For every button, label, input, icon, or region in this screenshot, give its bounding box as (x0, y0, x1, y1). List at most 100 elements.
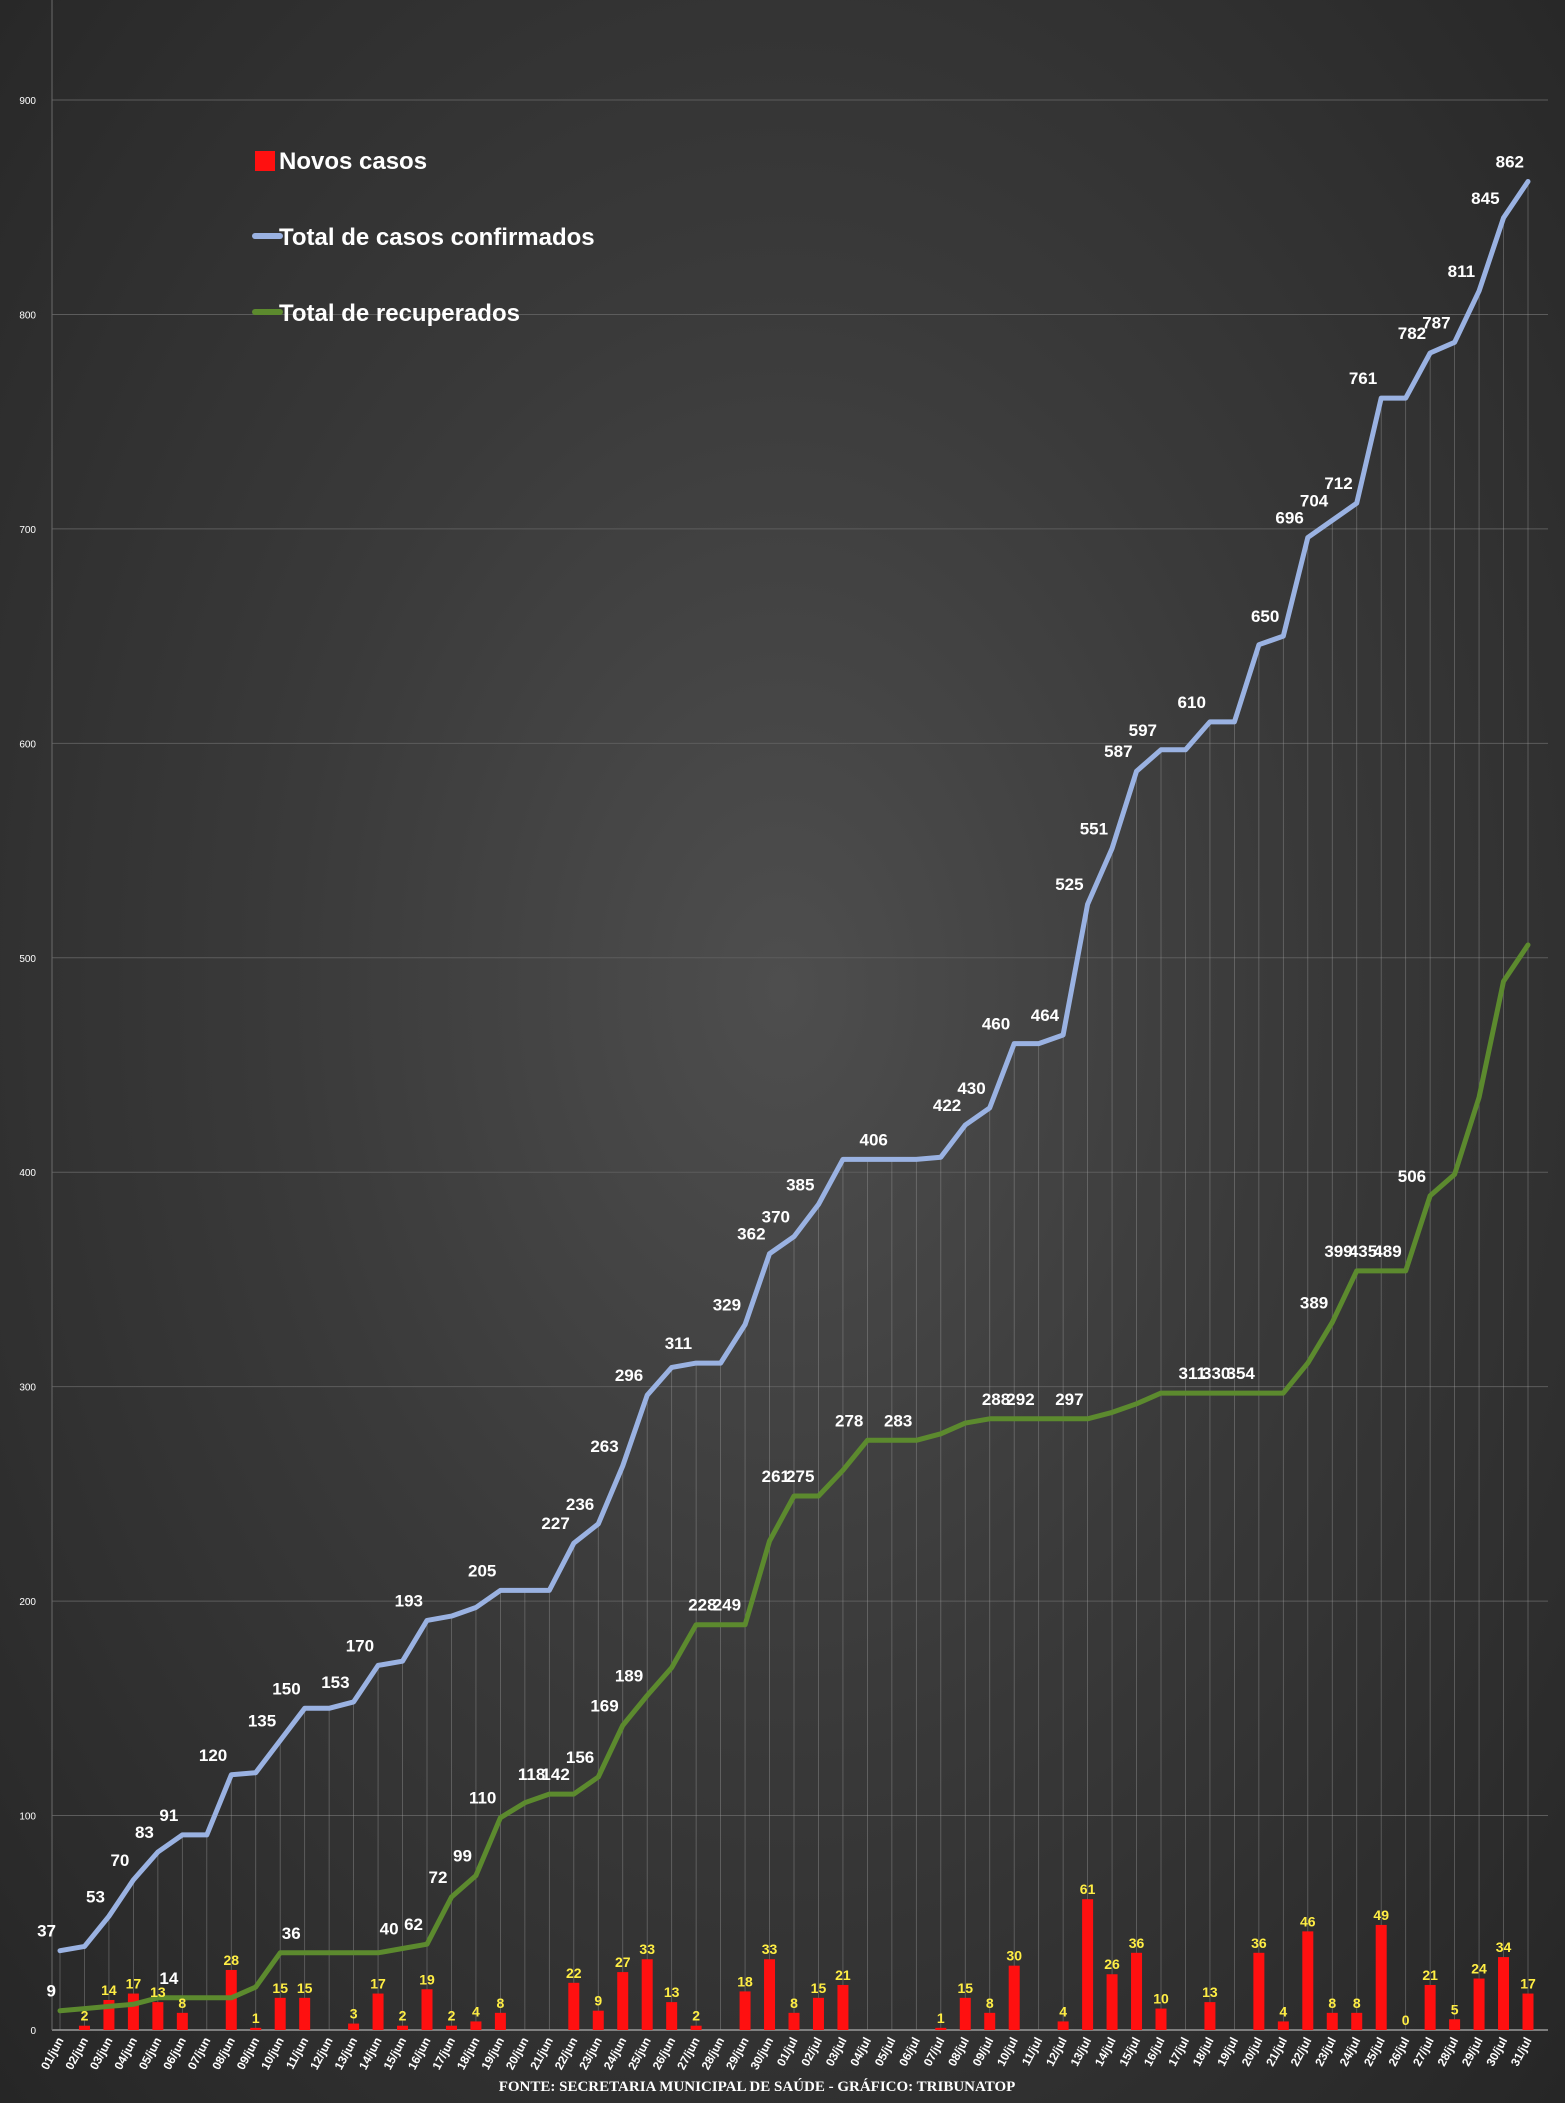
x-tick-label: 22/jul (1288, 2035, 1315, 2069)
y-tick-label: 900 (19, 96, 36, 107)
confirmed-data-label: 551 (1080, 819, 1108, 838)
bar-novos-casos (837, 1984, 849, 2030)
x-tick-label: 09/jul (970, 2035, 997, 2069)
recovered-data-label: 169 (590, 1696, 618, 1715)
bar-novos-casos (690, 2025, 702, 2030)
bar-novos-casos (641, 1959, 653, 2030)
recovered-data-label: 249 (713, 1596, 741, 1615)
recovered-data-label: 311 (1178, 1364, 1205, 1383)
bar-data-label: 15 (272, 1980, 288, 1996)
confirmed-data-label: 650 (1251, 607, 1279, 626)
recovered-data-label: 435 (1349, 1242, 1377, 1261)
recovered-data-label: 189 (615, 1666, 643, 1685)
recovered-data-label: 156 (566, 1748, 594, 1767)
recovered-data-label: 506 (1398, 1167, 1426, 1186)
confirmed-data-label: 845 (1471, 189, 1499, 208)
bar-data-label: 2 (448, 2008, 456, 2024)
bar-novos-casos (1204, 2002, 1216, 2030)
confirmed-data-label: 597 (1129, 721, 1157, 740)
recovered-data-label: 292 (1006, 1390, 1034, 1409)
confirmed-data-label: 170 (346, 1636, 374, 1655)
confirmed-data-label: 787 (1422, 313, 1450, 332)
x-tick-label: 11/jul (1019, 2035, 1045, 2068)
bar-data-label: 1 (252, 2010, 260, 2026)
x-tick-label: 17/jul (1165, 2035, 1192, 2069)
bar-data-label: 18 (737, 1973, 753, 1989)
x-tick-label: 02/jul (798, 2035, 825, 2069)
recovered-data-label: 288 (982, 1390, 1010, 1409)
recovered-data-label: 261 (762, 1467, 790, 1486)
bar-series-novos-casos (78, 1899, 1534, 2030)
x-tick-label: 10/jul (994, 2035, 1021, 2069)
confirmed-data-label: 712 (1324, 474, 1352, 493)
confirmed-data-label: 587 (1104, 742, 1132, 761)
bar-data-label: 17 (126, 1976, 142, 1992)
x-tick-label: 25/jul (1361, 2035, 1388, 2069)
bar-novos-casos (959, 1997, 971, 2030)
bar-data-label: 21 (1422, 1967, 1438, 1983)
recovered-data-label: 99 (453, 1847, 472, 1866)
confirmed-data-label: 610 (1178, 693, 1206, 712)
bar-data-label: 17 (370, 1976, 386, 1992)
recovered-data-label: 399 (1324, 1242, 1352, 1261)
bar-novos-casos (812, 1997, 824, 2030)
y-tick-label: 600 (19, 739, 36, 750)
bar-novos-casos (1522, 1993, 1534, 2030)
confirmed-data-label: 153 (321, 1673, 349, 1692)
line-total-confirmados (57, 179, 1531, 1954)
bar-novos-casos (250, 2027, 262, 2030)
bar-data-label: 9 (594, 1993, 602, 2009)
bar-data-label: 21 (835, 1967, 851, 1983)
drop-lines-layer (59, 181, 1529, 2030)
x-axis-ticks: 01/jun02/jun03/jun04/jun05/jun06/jun07/j… (38, 2035, 1535, 2072)
legend-label-total-confirmados: Total de casos confirmados (279, 224, 595, 251)
bar-data-label: 49 (1373, 1907, 1389, 1923)
confirmed-data-label: 525 (1055, 875, 1083, 894)
bar-data-label: 28 (223, 1952, 239, 1968)
bar-novos-casos (78, 2025, 90, 2030)
bar-novos-casos (1057, 2021, 1069, 2030)
bar-novos-casos (152, 2002, 164, 2030)
recovered-data-label: 62 (404, 1915, 423, 1934)
confirmed-data-label: 782 (1398, 324, 1426, 343)
confirmed-data-label: 37 (37, 1922, 56, 1941)
bar-data-label: 8 (497, 1995, 505, 2011)
bar-data-label: 3 (350, 2006, 358, 2022)
bar-novos-casos (764, 1959, 776, 2030)
bar-novos-casos (1351, 2012, 1363, 2030)
bar-novos-casos (1326, 2012, 1338, 2030)
confirmed-data-label: 91 (159, 1806, 178, 1825)
bar-novos-casos (470, 2021, 482, 2030)
recovered-data-label: 36 (282, 1924, 301, 1943)
bar-data-label: 2 (399, 2008, 407, 2024)
recovered-data-label: 110 (469, 1789, 496, 1808)
confirmed-data-label: 263 (590, 1437, 618, 1456)
confirmed-data-label: 227 (541, 1514, 569, 1533)
bar-novos-casos (1449, 2019, 1461, 2030)
recovered-data-label: 330 (1202, 1364, 1230, 1383)
bar-novos-casos (1375, 1924, 1387, 2030)
bar-data-label: 0 (1402, 2012, 1410, 2028)
bar-data-label: 24 (1471, 1961, 1487, 1977)
bar-novos-casos (935, 2027, 947, 2030)
confirmed-data-label: 150 (272, 1679, 300, 1698)
y-axis: 0 100 200 300 400 500 600 700 800 900 (19, 0, 53, 2037)
bar-novos-casos (299, 1997, 311, 2030)
recovered-data-label: 489 (1373, 1242, 1401, 1261)
recovered-data-label: 40 (380, 1920, 399, 1939)
y-tick-label: 300 (19, 1383, 36, 1394)
bar-novos-casos (666, 2002, 678, 2030)
bar-novos-casos (1082, 1899, 1094, 2030)
recovered-data-label: 14 (159, 1969, 178, 1988)
bar-data-label: 10 (1153, 1991, 1169, 2007)
recovered-data-label: 9 (47, 1982, 56, 2001)
y-tick-label: 700 (19, 525, 36, 536)
confirmed-data-label: 464 (1031, 1006, 1060, 1025)
bar-novos-casos (1424, 1984, 1436, 2030)
bar-novos-casos (445, 2025, 457, 2030)
confirmed-data-label: 236 (566, 1495, 594, 1514)
legend-item-novos-casos: Novos casos (255, 148, 427, 175)
bar-data-label: 26 (1104, 1956, 1120, 1972)
legend-item-total-confirmados: Total de casos confirmados (252, 224, 595, 251)
bar-novos-casos (1131, 1952, 1143, 2030)
